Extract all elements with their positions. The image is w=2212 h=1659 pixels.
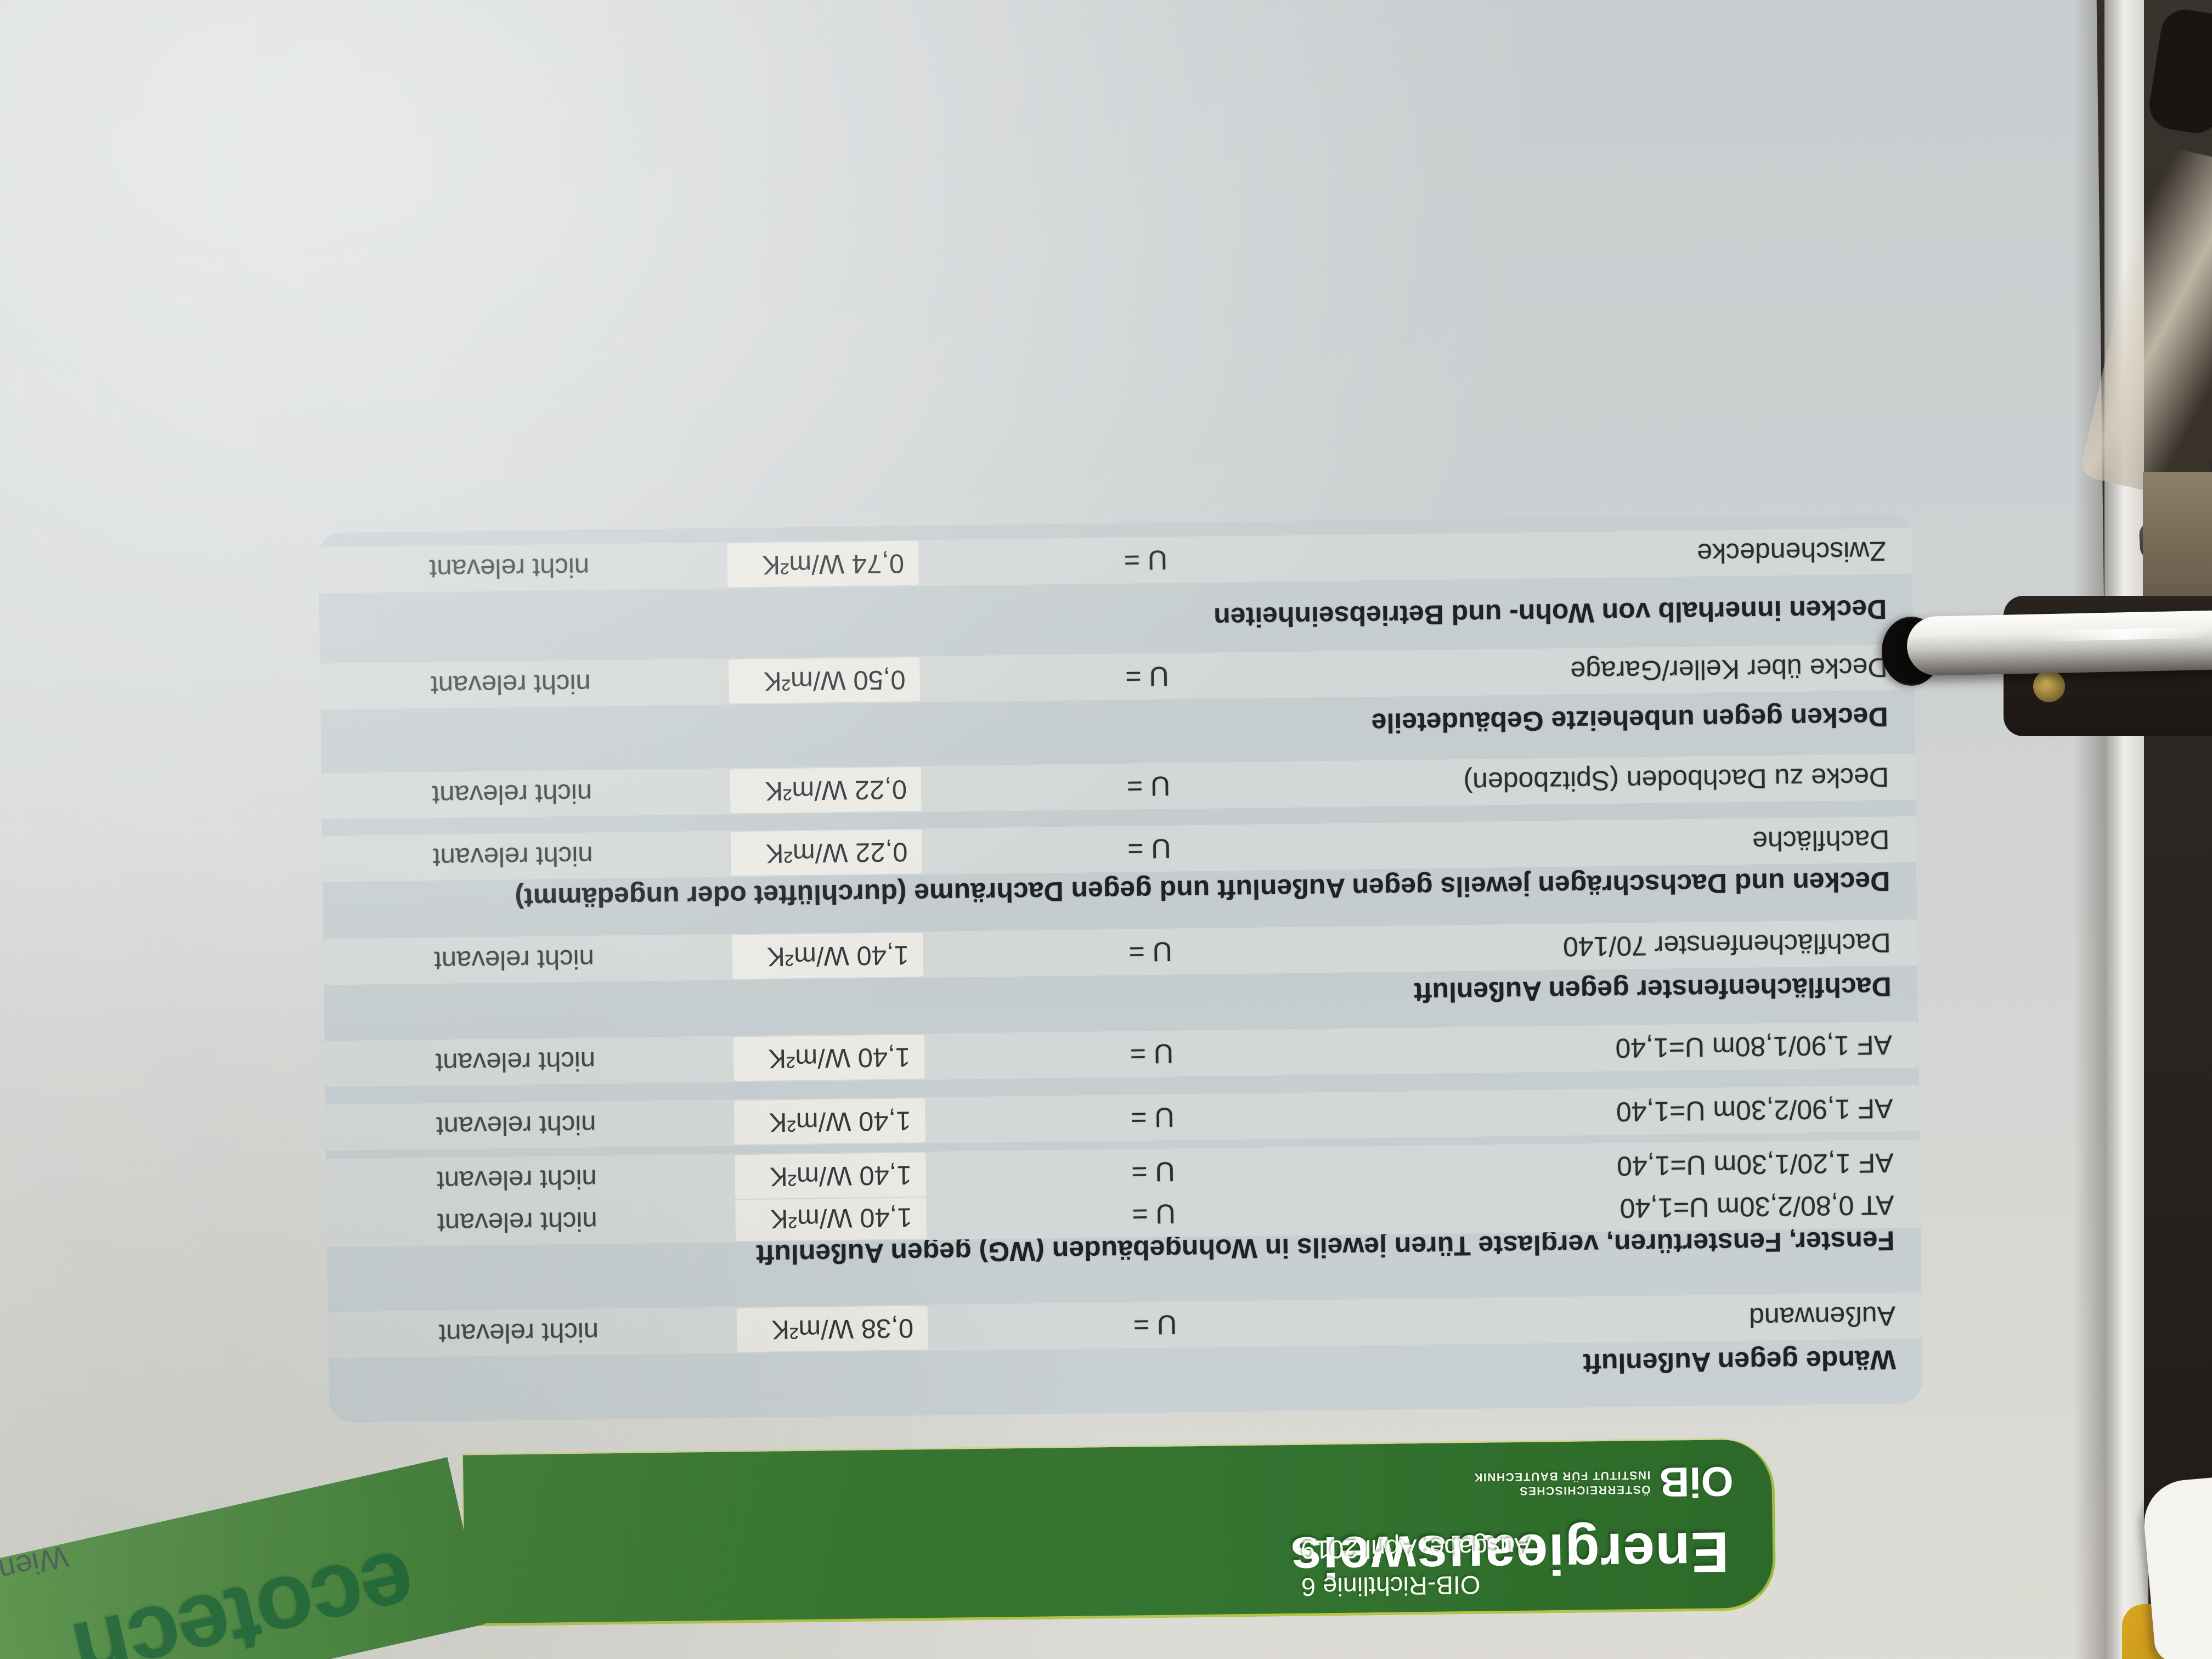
binder-ring <box>1906 610 2212 676</box>
oib-sub-line2: INSTITUT FÜR BAUTECHNIK <box>1473 1469 1651 1484</box>
row-label: Dachflächenfenster gegen Außenluft <box>1413 971 1892 1008</box>
relevance-note: nicht relevant <box>432 778 592 810</box>
relevance-note: nicht relevant <box>438 1317 599 1348</box>
row-label: Decke zu Dachboden (Spitzboden) <box>1463 761 1889 798</box>
row-label: Decke über Keller/Garage <box>1570 652 1888 687</box>
row-label: Zwischendecke <box>1696 535 1887 569</box>
relevance-note: nicht relevant <box>436 1164 597 1195</box>
u-value: 0,38 W/m²K <box>771 1313 914 1345</box>
row-label: Wände gegen Außenluft <box>1583 1344 1897 1379</box>
row-label: AF 1,90/1,80m U=1,40 <box>1615 1029 1893 1064</box>
u-value-box: 0,22 W/m²K <box>730 767 922 814</box>
ecotech-logo: ecotech <box>65 1530 425 1659</box>
oib-logo: OiB ÖSTERREICHISCHES INSTITUT FÜR BAUTEC… <box>1473 1457 1734 1508</box>
u-value: 0,74 W/m²K <box>762 548 905 580</box>
u-value-box: 0,74 W/m²K <box>727 541 919 588</box>
row-label: AF 1,20/1,30m U=1,40 <box>1616 1147 1894 1182</box>
relevance-note: nicht relevant <box>430 668 591 701</box>
relevance-note: nicht relevant <box>432 840 593 872</box>
relevance-note: nicht relevant <box>437 1206 597 1238</box>
u-equals-label: U = <box>1130 1038 1174 1070</box>
u-value-box: 1,40 W/m²K <box>733 1098 926 1145</box>
relevance-note: nicht relevant <box>429 552 590 584</box>
oib-sub-line1: ÖSTERREICHISCHES <box>1519 1483 1651 1498</box>
row-label: Außenwand <box>1748 1300 1896 1333</box>
row-label: AF 1,90/2,30m U=1,40 <box>1616 1093 1893 1127</box>
u-equals-label: U = <box>1132 1198 1176 1230</box>
u-value: 0,22 W/m²K <box>765 774 907 806</box>
u-value: 1,40 W/m²K <box>769 1105 911 1137</box>
u-value-box: 1,40 W/m²K <box>735 1195 927 1242</box>
u-value: 1,40 W/m²K <box>769 1160 912 1192</box>
u-equals-label: U = <box>1125 661 1169 692</box>
row-label: Decken innerhalb von Wohn- und Betriebse… <box>1213 594 1887 633</box>
u-value: 0,22 W/m²K <box>765 837 908 868</box>
u-equals-label: U = <box>1128 936 1173 968</box>
u-value: 1,40 W/m²K <box>766 940 910 972</box>
row-label: Decken gegen unbeheizte Gebäudeteile <box>1371 701 1888 739</box>
relevance-note: nicht relevant <box>434 944 595 975</box>
relevance-note: nicht relevant <box>435 1046 596 1077</box>
row-label: Dachflächenfenster 70/140 <box>1562 927 1891 962</box>
u-value-box: 0,50 W/m²K <box>729 657 921 704</box>
u-value-box: 0,22 W/m²K <box>731 830 922 876</box>
u-value: 1,40 W/m²K <box>768 1042 911 1074</box>
u-equals-label: U = <box>1133 1309 1177 1341</box>
u-equals-label: U = <box>1124 544 1168 576</box>
oib-logo-subtext: ÖSTERREICHISCHES INSTITUT FÜR BAUTECHNIK <box>1474 1468 1651 1498</box>
binder-screw <box>2033 670 2065 702</box>
title-banner: Energieausweis OiB ÖSTERREICHISCHES INST… <box>462 1439 1776 1627</box>
u-value-box: 1,40 W/m²K <box>733 1035 925 1081</box>
u-equals-label: U = <box>1126 770 1171 802</box>
u-equals-label: U = <box>1130 1102 1175 1133</box>
ausgabe-line: Ausgabe: April 2019 <box>1300 1532 1532 1565</box>
u-equals-label: U = <box>1131 1156 1175 1188</box>
binder-metal-base <box>2143 472 2212 598</box>
relevance-note: nicht relevant <box>436 1109 596 1141</box>
u-value: 0,50 W/m²K <box>763 664 906 696</box>
row-label: AT 0,80/2,30m U=1,40 <box>1620 1189 1894 1224</box>
u-value: 1,40 W/m²K <box>770 1202 912 1234</box>
u-equals-label: U = <box>1127 833 1171 865</box>
oib-logo-text: OiB <box>1658 1458 1734 1505</box>
u-value-box: 1,40 W/m²K <box>735 1153 927 1199</box>
u-value-box: 0,38 W/m²K <box>736 1306 928 1352</box>
page-edge-shadow <box>2074 0 2109 1659</box>
row-label: Dachfläche <box>1752 824 1890 857</box>
u-value-box: 1,40 W/m²K <box>732 933 924 979</box>
richtlinie-block: OIB-Richtlinie 6 Ausgabe: April 2019 <box>1301 1527 1642 1606</box>
richtlinie-line: OIB-Richtlinie 6 <box>1301 1570 1481 1602</box>
